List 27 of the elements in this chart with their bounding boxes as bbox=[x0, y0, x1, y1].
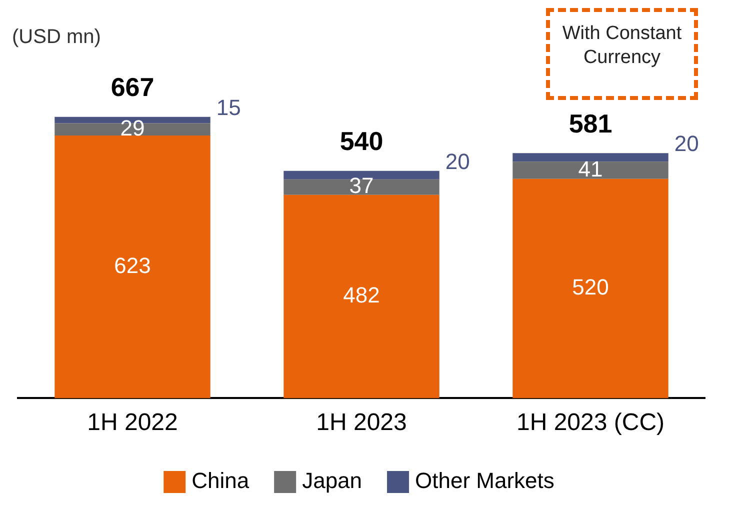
bar bbox=[284, 170, 440, 180]
bar bbox=[284, 194, 440, 398]
legend-label: Other Markets bbox=[415, 468, 554, 494]
data-label: 37 bbox=[349, 173, 374, 198]
data-label: 41 bbox=[578, 156, 603, 182]
total-label: 667 bbox=[110, 72, 154, 102]
x-tick-label: 1H 2023 (CC) bbox=[516, 409, 665, 436]
bar bbox=[512, 178, 668, 398]
bar bbox=[512, 153, 668, 162]
data-label: 20 bbox=[445, 148, 470, 174]
total-label: 540 bbox=[340, 126, 384, 156]
data-label: 520 bbox=[572, 274, 609, 300]
legend-label: China bbox=[192, 468, 250, 494]
data-label: 29 bbox=[120, 115, 145, 140]
x-tick-label: 1H 2023 bbox=[316, 409, 407, 436]
y-axis-title: (USD mn) bbox=[12, 26, 101, 49]
legend-label: Japan bbox=[302, 468, 362, 494]
total-label: 581 bbox=[568, 108, 612, 138]
bar bbox=[54, 135, 210, 398]
data-label: 623 bbox=[114, 252, 151, 278]
data-label: 15 bbox=[216, 94, 241, 120]
bar bbox=[284, 179, 440, 195]
data-label: 482 bbox=[343, 282, 380, 308]
text: With Constant Currency bbox=[561, 22, 683, 70]
data-label: 20 bbox=[674, 131, 699, 156]
bar bbox=[512, 162, 668, 179]
x-tick-label: 1H 2022 bbox=[87, 409, 178, 436]
